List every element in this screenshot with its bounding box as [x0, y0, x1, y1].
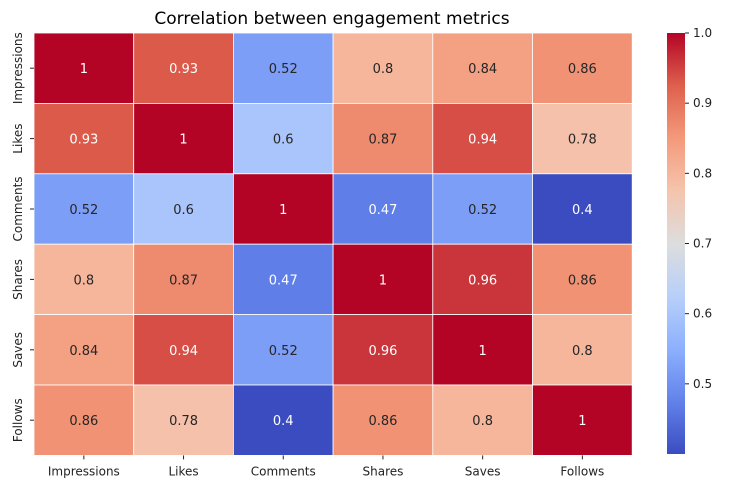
cell-value: 0.87: [368, 133, 397, 148]
cell-value: 0.84: [69, 344, 98, 359]
cell-value: 1: [179, 133, 187, 148]
cell-value: 1: [279, 203, 287, 218]
colorbar: [667, 33, 685, 454]
colorbar-ticks: 0.5 0.6 0.7 0.8 0.9 1.0: [685, 26, 712, 391]
cell-value: 0.87: [169, 273, 198, 288]
y-tick-label: Likes: [11, 124, 25, 154]
colorbar-tick-label: 0.5: [693, 377, 712, 391]
cell-value: 1: [80, 62, 88, 77]
cell-value: 0.78: [169, 414, 198, 429]
heatmap-cell: [232, 32, 334, 104]
heatmap-cell: [33, 314, 135, 386]
cell-value: 0.96: [368, 344, 397, 359]
heatmap-cell: [232, 314, 334, 386]
cell-value: 1: [479, 344, 487, 359]
heatmap-cell: [532, 384, 633, 456]
cell-value: 0.86: [568, 62, 597, 77]
heatmap-cell: [532, 32, 633, 104]
cell-value: 0.94: [468, 133, 497, 148]
heatmap-cell: [232, 243, 334, 315]
heatmap-cell: [332, 243, 434, 315]
heatmap-cell: [332, 32, 434, 104]
heatmap-cell: [532, 314, 633, 386]
heatmap-cell: [532, 243, 633, 315]
colorbar-tick-label: 0.6: [693, 307, 712, 321]
cell-value: 0.86: [568, 273, 597, 288]
cell-value: 0.96: [468, 273, 497, 288]
cell-value: 0.4: [273, 414, 294, 429]
cell-value: 0.6: [173, 203, 194, 218]
y-tick-label: Impressions: [11, 32, 25, 104]
x-tick-label: Comments: [251, 464, 316, 478]
x-tick-label: Saves: [465, 464, 501, 478]
heatmap-cell: [532, 173, 633, 245]
colorbar-tick-label: 0.8: [693, 166, 712, 180]
y-tick-label: Follows: [11, 398, 25, 442]
cell-value: 0.8: [572, 344, 593, 359]
y-axis: Impressions Likes Comments Shares Saves Follo…: [11, 32, 34, 442]
colorbar-tick-label: 0.9: [693, 96, 712, 110]
heatmap-cell: [432, 173, 533, 245]
heatmap-cell: [332, 314, 434, 386]
cell-value: 0.8: [74, 273, 95, 288]
colorbar-tick-label: 0.7: [693, 237, 712, 251]
cell-value: 0.94: [169, 344, 198, 359]
chart-title: Correlation between engagement metrics: [154, 9, 509, 29]
y-tick-label: Saves: [11, 332, 25, 368]
cell-value: 0.86: [368, 414, 397, 429]
heatmap-cell: [332, 103, 434, 175]
cell-value: 0.6: [273, 133, 294, 148]
heatmap-cell: [432, 243, 533, 315]
heatmap-cell: [232, 173, 334, 245]
heatmap-cell: [133, 32, 234, 104]
x-tick-label: Follows: [560, 464, 604, 478]
heatmap-cell: [432, 32, 533, 104]
heatmap-cell: [33, 32, 135, 104]
cell-value: 0.47: [368, 203, 397, 218]
x-tick-label: Impressions: [48, 464, 120, 478]
cell-value: 0.4: [572, 203, 593, 218]
cell-value: 1: [379, 273, 387, 288]
cell-value: 0.93: [69, 133, 98, 148]
cell-value: 0.8: [373, 62, 394, 77]
cell-value: 0.78: [568, 133, 597, 148]
cell-value: 0.8: [472, 414, 493, 429]
cell-annotations: 1 0.93 0.52 0.8 0.84 0.86 0.93 1 0.6 0.87 0.94 0.78…: [69, 62, 596, 429]
y-tick-label: Comments: [11, 176, 25, 241]
heatmap-cell: [432, 384, 533, 456]
heatmap-cell: [33, 173, 135, 245]
cell-value: 0.52: [468, 203, 497, 218]
heatmap-cells: [33, 32, 633, 456]
heatmap-cell: [332, 173, 434, 245]
heatmap-cell: [133, 103, 234, 175]
heatmap-cell: [432, 314, 533, 386]
x-axis: Impressions Likes Comments Shares Saves Follo…: [48, 455, 604, 478]
heatmap-cell: [532, 103, 633, 175]
cell-value: 0.86: [69, 414, 98, 429]
heatmap-cell: [33, 384, 135, 456]
cell-value: 0.52: [269, 344, 298, 359]
colorbar-tick-label: 1.0: [693, 26, 712, 40]
cell-value: 0.52: [269, 62, 298, 77]
cell-value: 0.47: [269, 273, 298, 288]
cell-value: 0.93: [169, 62, 198, 77]
cell-value: 1: [578, 414, 586, 429]
y-tick-label: Shares: [11, 259, 25, 300]
heatmap-cell: [133, 243, 234, 315]
heatmap-cell: [133, 173, 234, 245]
cell-value: 0.52: [69, 203, 98, 218]
x-tick-label: Shares: [363, 464, 404, 478]
heatmap-cell: [33, 243, 135, 315]
cell-value: 0.84: [468, 62, 497, 77]
x-tick-label: Likes: [168, 464, 198, 478]
